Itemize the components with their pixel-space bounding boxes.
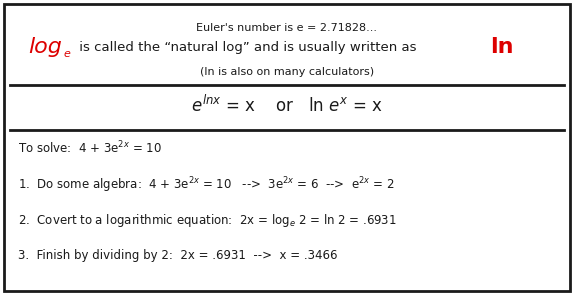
Text: 3.  Finish by dividing by 2:  2x = .6931  -->  x = .3466: 3. Finish by dividing by 2: 2x = .6931 -… [18,249,338,262]
Text: Euler's number is e = 2.71828...: Euler's number is e = 2.71828... [196,23,378,33]
Text: log: log [28,37,62,57]
Text: ln: ln [490,37,514,57]
Text: 1.  Do some algebra:  4 + 3e$^{2x}$ = 10   -->  3e$^{2x}$ = 6  -->  e$^{2x}$ = 2: 1. Do some algebra: 4 + 3e$^{2x}$ = 10 -… [18,175,394,195]
Text: e: e [63,49,70,59]
Text: is called the “natural log” and is usually written as: is called the “natural log” and is usual… [75,40,425,53]
Text: 2.  Covert to a logarithmic equation:  2x = log$_e$ 2 = ln 2 = .6931: 2. Covert to a logarithmic equation: 2x … [18,212,397,229]
Text: (ln is also on many calculators): (ln is also on many calculators) [200,67,374,77]
Text: To solve:  4 + 3e$^{2x}$ = 10: To solve: 4 + 3e$^{2x}$ = 10 [18,140,162,157]
Text: $e^{lnx}$ = x    or   ln $e^{x}$ = x: $e^{lnx}$ = x or ln $e^{x}$ = x [191,94,383,116]
